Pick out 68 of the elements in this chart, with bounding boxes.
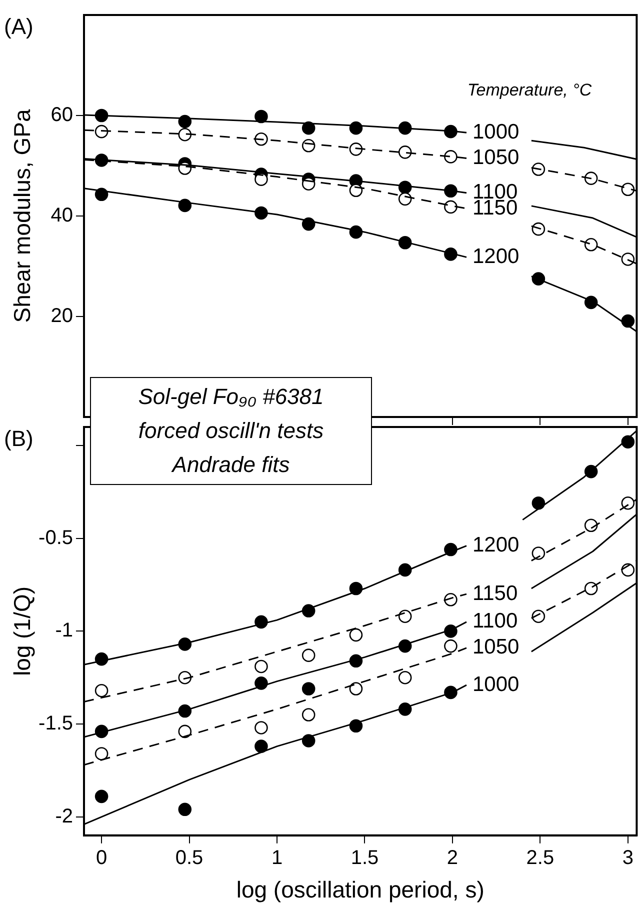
series-label: 1200: [472, 534, 520, 557]
series-label: 1000: [472, 672, 520, 696]
y-tick-label: -0.5: [38, 526, 73, 549]
point: [584, 238, 598, 252]
point: [584, 582, 598, 596]
series-label: 1100: [472, 610, 518, 633]
y-axis-title: log (1/Q): [9, 586, 36, 676]
x-tick-label: 0: [96, 846, 108, 869]
point: [302, 648, 316, 662]
point: [254, 740, 268, 753]
point: [94, 790, 108, 804]
point: [532, 496, 546, 510]
point: [94, 684, 108, 698]
point: [254, 110, 268, 124]
point: [349, 682, 363, 696]
point: [444, 200, 458, 214]
point: [94, 124, 108, 138]
point: [398, 146, 412, 159]
series-label: 1150: [472, 582, 518, 605]
x-tick-label: 2: [446, 846, 458, 869]
y-tick-label: -1.5: [38, 712, 73, 735]
point: [621, 182, 635, 196]
x-tick-label: 0.5: [175, 846, 204, 869]
y-tick-label: 40: [50, 204, 73, 227]
point: [398, 192, 412, 206]
chart-title: (A): [4, 14, 34, 40]
x-tick-label: 2.5: [526, 846, 554, 869]
annotation: forced oscill'n tests: [137, 417, 325, 445]
series-label: 1050: [472, 146, 520, 170]
point: [584, 518, 598, 532]
annotation: Sol-gel Fo₉₀ #6381: [137, 383, 325, 411]
point: [349, 184, 363, 198]
point: [178, 802, 192, 816]
point: [349, 628, 363, 642]
point: [621, 496, 635, 510]
y-tick-label: -2: [55, 805, 73, 828]
point: [254, 721, 268, 734]
x-axis-title: log (oscillation period, s): [236, 876, 484, 903]
point: [532, 546, 546, 560]
point: [254, 172, 268, 186]
point: [621, 252, 635, 266]
x-tick-label: 1.5: [350, 846, 379, 869]
point: [444, 150, 458, 164]
legend-title: Temperature, °C: [467, 80, 592, 100]
y-tick-label: 60: [50, 104, 73, 126]
y-axis-title: Shear modulus, GPa: [9, 109, 36, 323]
point: [302, 708, 316, 722]
point: [94, 747, 108, 760]
point: [302, 121, 316, 135]
y-tick-label: -1: [55, 620, 73, 642]
point: [584, 172, 598, 185]
series-label: 1000: [472, 120, 520, 144]
point: [254, 660, 268, 674]
point: [178, 128, 192, 142]
point: [302, 682, 316, 696]
point: [349, 142, 363, 156]
point: [398, 670, 412, 684]
point: [398, 610, 412, 623]
y-tick-label: 20: [50, 305, 73, 328]
point: [178, 724, 192, 738]
annotation: Andrade fits: [170, 451, 291, 479]
x-tick-label: 3: [622, 846, 634, 869]
series-label: 1050: [472, 636, 520, 659]
point: [444, 639, 458, 653]
chart-title: (B): [4, 426, 34, 452]
series-label: 1200: [472, 245, 520, 268]
text-box: Sol-gel Fo₉₀ #6381 forced oscill'n tests Andrade fits: [90, 377, 372, 485]
x-tick-label: 1: [271, 846, 283, 869]
